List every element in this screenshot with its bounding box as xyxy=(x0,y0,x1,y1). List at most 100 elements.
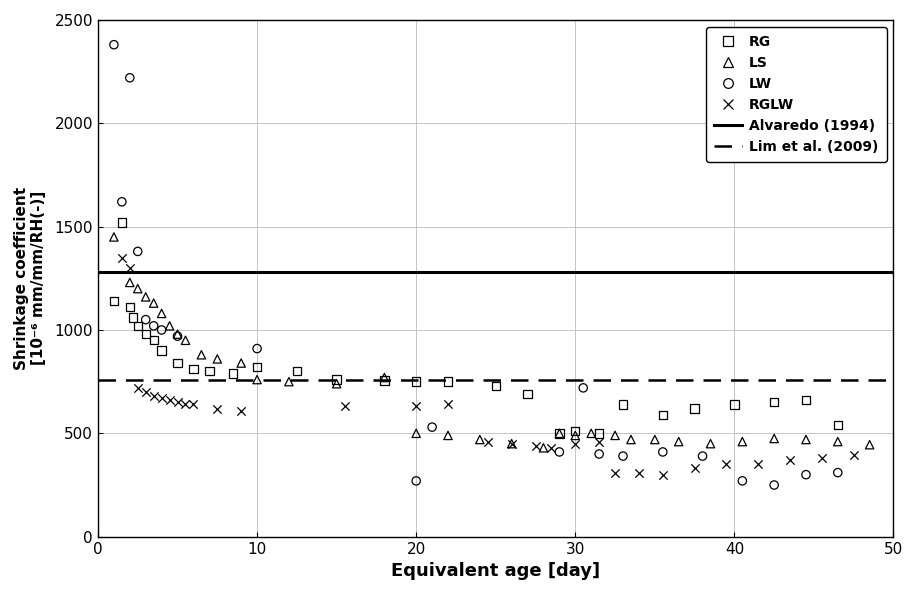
Point xyxy=(568,439,582,448)
Y-axis label: Shrinkage coefficient
[10⁻⁶ mm/mm/RH(-)]: Shrinkage coefficient [10⁻⁶ mm/mm/RH(-)] xyxy=(14,187,46,370)
Point xyxy=(154,346,169,355)
Point xyxy=(147,336,161,345)
Point xyxy=(171,397,185,407)
Point xyxy=(147,321,161,331)
Point xyxy=(130,247,145,256)
Point xyxy=(178,336,193,345)
Point xyxy=(115,253,129,263)
Point xyxy=(751,460,766,469)
Point xyxy=(130,284,145,293)
Point xyxy=(591,449,606,459)
Point xyxy=(647,435,662,444)
Point xyxy=(489,381,503,390)
Point xyxy=(138,329,153,339)
Point xyxy=(695,451,710,461)
Point xyxy=(552,429,567,438)
Point xyxy=(504,439,519,448)
Point xyxy=(814,453,829,463)
Point xyxy=(862,440,877,450)
Point xyxy=(126,313,140,323)
Point xyxy=(130,383,145,393)
Point xyxy=(568,426,582,436)
Point xyxy=(138,387,153,397)
Point xyxy=(249,375,264,384)
Point xyxy=(608,431,623,440)
Point xyxy=(687,404,702,413)
Point xyxy=(377,373,392,383)
Point xyxy=(171,358,185,368)
Point xyxy=(147,391,161,401)
Point xyxy=(290,366,304,376)
Point xyxy=(624,435,638,444)
Point xyxy=(671,437,686,446)
Point xyxy=(123,73,138,83)
Point xyxy=(106,40,121,49)
X-axis label: Equivalent age [day]: Equivalent age [day] xyxy=(392,562,601,580)
Point xyxy=(552,447,567,457)
Point xyxy=(767,434,781,443)
Point xyxy=(441,400,456,409)
Point xyxy=(528,441,543,450)
Point xyxy=(138,315,153,324)
Point xyxy=(552,429,567,438)
Point xyxy=(282,377,296,387)
Point xyxy=(123,277,138,287)
Point xyxy=(202,366,216,376)
Point xyxy=(171,331,185,341)
Point xyxy=(687,464,702,473)
Point xyxy=(106,232,121,242)
Point xyxy=(656,447,670,457)
Point xyxy=(799,470,813,479)
Point xyxy=(329,375,344,384)
Point xyxy=(329,379,344,388)
Point xyxy=(154,309,169,318)
Point xyxy=(504,439,519,448)
Point xyxy=(719,460,734,469)
Point xyxy=(186,365,201,374)
Point xyxy=(591,437,606,446)
Point xyxy=(656,410,670,419)
Point xyxy=(425,422,439,432)
Legend: RG, LS, LW, RGLW, Alvaredo (1994), Lim et al. (2009): RG, LS, LW, RGLW, Alvaredo (1994), Lim e… xyxy=(706,27,887,162)
Point xyxy=(147,298,161,308)
Point xyxy=(186,400,201,409)
Point xyxy=(138,292,153,302)
Point xyxy=(171,329,185,339)
Point xyxy=(735,476,750,486)
Point xyxy=(123,263,138,273)
Point xyxy=(727,400,742,409)
Point xyxy=(472,435,487,444)
Point xyxy=(767,481,781,490)
Point xyxy=(799,435,813,444)
Point xyxy=(481,437,495,446)
Point xyxy=(441,377,456,387)
Point xyxy=(249,344,264,353)
Point xyxy=(831,421,845,430)
Point xyxy=(615,400,630,409)
Point xyxy=(846,450,861,460)
Point xyxy=(178,400,193,409)
Point xyxy=(632,468,646,478)
Point xyxy=(831,468,845,478)
Point xyxy=(591,429,606,438)
Point xyxy=(162,321,177,331)
Point xyxy=(520,389,535,399)
Point xyxy=(783,456,798,465)
Point xyxy=(234,358,249,368)
Point xyxy=(249,362,264,372)
Point xyxy=(441,431,456,440)
Point xyxy=(656,470,670,479)
Point xyxy=(608,468,623,478)
Point xyxy=(234,406,249,415)
Point xyxy=(615,451,630,461)
Point xyxy=(123,302,138,312)
Point xyxy=(115,197,129,207)
Point xyxy=(226,369,240,378)
Point xyxy=(409,476,424,486)
Point xyxy=(130,321,145,331)
Point xyxy=(210,404,225,413)
Point xyxy=(409,402,424,411)
Point xyxy=(162,396,177,405)
Point xyxy=(409,377,424,387)
Point xyxy=(799,396,813,405)
